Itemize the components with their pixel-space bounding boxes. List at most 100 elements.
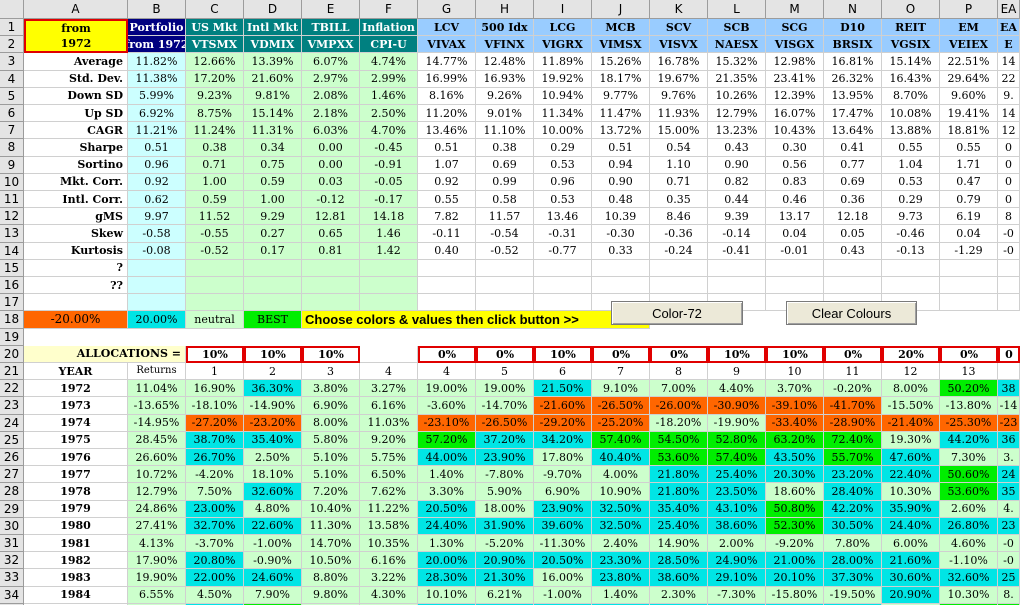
stat-value[interactable]: 14.77%: [418, 53, 476, 71]
stat-value[interactable]: 0.30: [766, 139, 824, 157]
allocation-input[interactable]: 20%: [882, 345, 940, 363]
stat-value[interactable]: 6.19: [940, 208, 998, 226]
stat-value[interactable]: 13.64%: [824, 122, 882, 140]
stat-value[interactable]: -0.30: [592, 225, 650, 243]
return-value[interactable]: 57.40%: [708, 449, 766, 467]
stat-value[interactable]: 0.38: [186, 139, 244, 157]
return-value[interactable]: 31.10%: [708, 603, 766, 605]
stat-value[interactable]: 0: [998, 173, 1020, 191]
return-value[interactable]: 3.80%: [302, 380, 360, 398]
return-value[interactable]: 52.30%: [766, 517, 824, 535]
return-value[interactable]: 8.00%: [302, 414, 360, 432]
return-value[interactable]: 3.22%: [360, 569, 418, 587]
return-value[interactable]: 18.00%: [476, 500, 534, 518]
return-value[interactable]: -41.70%: [824, 397, 882, 415]
stat-value[interactable]: [534, 277, 592, 295]
return-value[interactable]: 14.70%: [302, 535, 360, 553]
stat-value[interactable]: -0.05: [360, 173, 418, 191]
column-header-j[interactable]: J: [592, 0, 650, 19]
stat-value[interactable]: 21.60%: [244, 70, 302, 88]
return-value[interactable]: 28.45%: [128, 431, 186, 449]
return-value[interactable]: 4.13%: [128, 535, 186, 553]
return-value[interactable]: 19.30%: [882, 431, 940, 449]
stat-value[interactable]: 6.92%: [128, 105, 186, 123]
row-header-5[interactable]: 5: [0, 87, 24, 105]
stat-value[interactable]: [824, 277, 882, 295]
return-value[interactable]: 32.70%: [186, 517, 244, 535]
return-value[interactable]: 30.60%: [882, 569, 940, 587]
stat-value[interactable]: 9.76%: [650, 87, 708, 105]
stat-value[interactable]: 4.70%: [360, 122, 418, 140]
return-value[interactable]: 20.00%: [418, 552, 476, 570]
stat-value[interactable]: 10.08%: [882, 105, 940, 123]
column-header-k[interactable]: K: [650, 0, 708, 19]
column-header-m[interactable]: M: [766, 0, 824, 19]
stat-value[interactable]: 0.17: [244, 242, 302, 260]
return-value[interactable]: 40.40%: [592, 449, 650, 467]
stat-value[interactable]: 0.79: [940, 191, 998, 209]
stat-value[interactable]: 1.07: [418, 156, 476, 174]
return-value[interactable]: 6.55%: [128, 586, 186, 604]
return-value[interactable]: 23.90%: [476, 449, 534, 467]
return-value[interactable]: 32.50%: [592, 500, 650, 518]
return-value[interactable]: -19.50%: [824, 586, 882, 604]
return-value[interactable]: 26.60%: [128, 449, 186, 467]
stat-value[interactable]: 7.82: [418, 208, 476, 226]
return-value[interactable]: -27.20%: [186, 414, 244, 432]
neutral-color-cell[interactable]: neutral: [186, 311, 244, 329]
stat-value[interactable]: 19.41%: [940, 105, 998, 123]
stat-value[interactable]: 0.51: [418, 139, 476, 157]
return-value[interactable]: -33.40%: [766, 414, 824, 432]
stat-value[interactable]: [940, 294, 998, 312]
stat-value[interactable]: 0.48: [592, 191, 650, 209]
stat-value[interactable]: -0.58: [128, 225, 186, 243]
stat-value[interactable]: 0.47: [940, 173, 998, 191]
stat-value[interactable]: 13.88%: [882, 122, 940, 140]
return-value[interactable]: 9.20%: [360, 431, 418, 449]
row-header-4[interactable]: 4: [0, 70, 24, 88]
return-value[interactable]: 21.60%: [882, 552, 940, 570]
row-header-16[interactable]: 16: [0, 277, 24, 295]
row-header-33[interactable]: 33: [0, 569, 24, 587]
return-value[interactable]: 2.50%: [244, 449, 302, 467]
return-value[interactable]: -1.00%: [534, 586, 592, 604]
allocation-input[interactable]: 0%: [824, 345, 882, 363]
row-header-2[interactable]: 2: [0, 36, 24, 54]
stat-value[interactable]: 23.41%: [766, 70, 824, 88]
clear-colours-button[interactable]: Clear Colours: [786, 301, 917, 325]
stat-value[interactable]: 11.52: [186, 208, 244, 226]
stat-value[interactable]: 0.77: [824, 156, 882, 174]
stat-value[interactable]: 0.65: [302, 225, 360, 243]
return-value[interactable]: 20.80%: [186, 552, 244, 570]
return-value[interactable]: 2.00%: [708, 535, 766, 553]
stat-value[interactable]: -0: [998, 242, 1020, 260]
return-value[interactable]: 10.30%: [882, 483, 940, 501]
stat-value[interactable]: 2.08%: [302, 87, 360, 105]
return-value[interactable]: 31.90%: [476, 517, 534, 535]
stat-value[interactable]: [998, 294, 1020, 312]
stat-value[interactable]: 0.41: [824, 139, 882, 157]
column-header-f[interactable]: F: [360, 0, 418, 19]
return-value[interactable]: -7.80%: [476, 466, 534, 484]
return-value[interactable]: -0.20%: [824, 380, 882, 398]
stat-value[interactable]: 0.96: [128, 156, 186, 174]
return-value[interactable]: -29.20%: [534, 414, 592, 432]
return-value[interactable]: 5.10%: [302, 449, 360, 467]
stat-value[interactable]: 16.07%: [766, 105, 824, 123]
return-value[interactable]: 3.27%: [360, 380, 418, 398]
stat-value[interactable]: 0.90: [708, 156, 766, 174]
return-value[interactable]: 11.03%: [360, 414, 418, 432]
stat-value[interactable]: -0.11: [418, 225, 476, 243]
stat-value[interactable]: 9.73: [882, 208, 940, 226]
return-value[interactable]: 4.40%: [708, 380, 766, 398]
stat-value[interactable]: [766, 277, 824, 295]
stat-value[interactable]: 0.33: [592, 242, 650, 260]
return-value[interactable]: 7.90%: [244, 586, 302, 604]
stat-value[interactable]: -0.52: [186, 242, 244, 260]
stat-value[interactable]: 16.43%: [882, 70, 940, 88]
stat-value[interactable]: 15.26%: [592, 53, 650, 71]
stat-value[interactable]: 16.78%: [650, 53, 708, 71]
stat-value[interactable]: 0.53: [534, 156, 592, 174]
stat-value[interactable]: -0.52: [476, 242, 534, 260]
